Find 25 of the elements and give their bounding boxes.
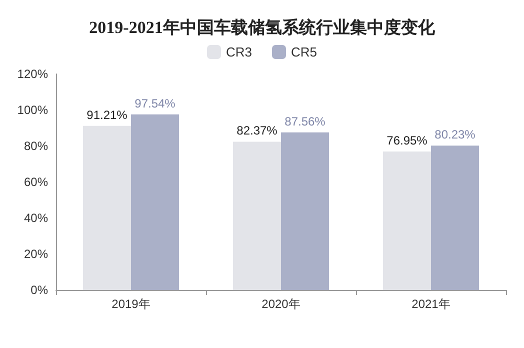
bar	[83, 126, 131, 290]
legend-label: CR5	[291, 44, 318, 60]
data-label: 87.56%	[284, 114, 326, 128]
y-tick-label: 60%	[24, 175, 48, 189]
data-label: 91.21%	[86, 108, 128, 122]
data-label: 76.95%	[386, 133, 428, 148]
bar	[233, 142, 281, 290]
y-tick-label: 100%	[17, 103, 48, 117]
bar	[383, 151, 431, 290]
data-label: 97.54%	[134, 96, 176, 110]
bar	[431, 146, 479, 290]
bar	[281, 132, 329, 290]
y-tick-label: 120%	[17, 67, 48, 81]
data-label: 82.37%	[236, 124, 278, 138]
x-tick-label: 2020年	[262, 297, 300, 311]
y-tick-label: 0%	[30, 283, 48, 297]
data-label: 80.23%	[434, 128, 476, 142]
chart-title: 2019-2021年中国车载储氢系统行业集中度变化	[89, 18, 436, 37]
x-tick-label: 2021年	[412, 297, 450, 311]
y-tick-label: 80%	[24, 139, 48, 153]
bar	[131, 114, 179, 290]
y-tick-label: 20%	[24, 247, 48, 261]
legend-label: CR3	[226, 44, 252, 60]
y-tick-label: 40%	[24, 211, 48, 225]
x-tick-label: 2019年	[112, 297, 150, 311]
